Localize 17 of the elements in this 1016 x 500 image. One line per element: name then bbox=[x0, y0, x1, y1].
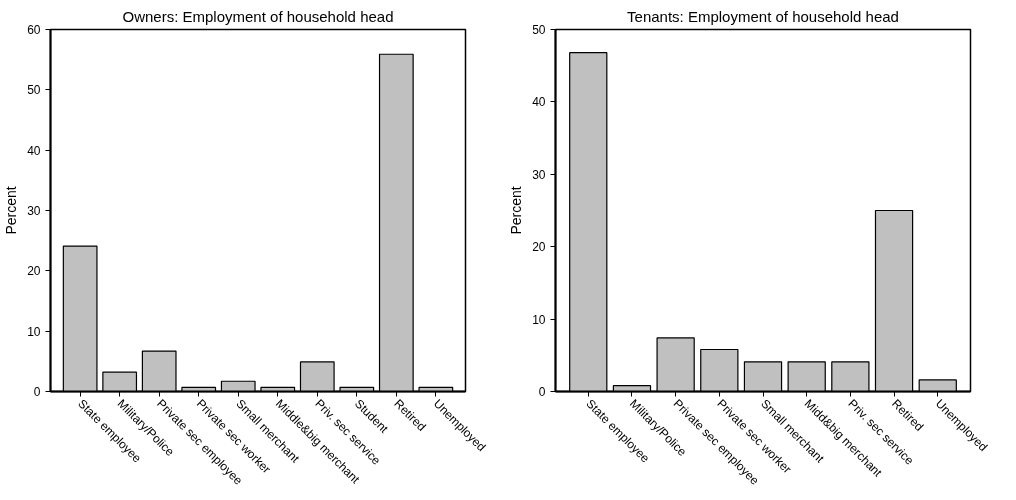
y-tick-label: 40 bbox=[27, 143, 41, 158]
chart-title: Tenants: Employment of household head bbox=[627, 7, 899, 25]
chart-title: Owners: Employment of household head bbox=[122, 7, 394, 25]
y-tick-label: 20 bbox=[532, 240, 546, 255]
y-tick-label: 0 bbox=[33, 385, 41, 399]
y-tick-label: 60 bbox=[27, 23, 41, 37]
y-tick-label: 50 bbox=[532, 23, 546, 37]
y-axis-title: Percent bbox=[508, 186, 525, 235]
y-tick-label: 50 bbox=[27, 83, 41, 98]
y-tick-label: 40 bbox=[532, 95, 546, 110]
y-axis-title: Percent bbox=[3, 186, 20, 235]
y-tick-label: 30 bbox=[27, 204, 41, 218]
y-tick-label: 10 bbox=[532, 312, 546, 327]
y-tick-label: 0 bbox=[538, 385, 546, 399]
y-tick-label: 20 bbox=[27, 264, 41, 279]
y-tick-label: 30 bbox=[532, 167, 546, 182]
y-tick-label: 10 bbox=[27, 324, 41, 339]
